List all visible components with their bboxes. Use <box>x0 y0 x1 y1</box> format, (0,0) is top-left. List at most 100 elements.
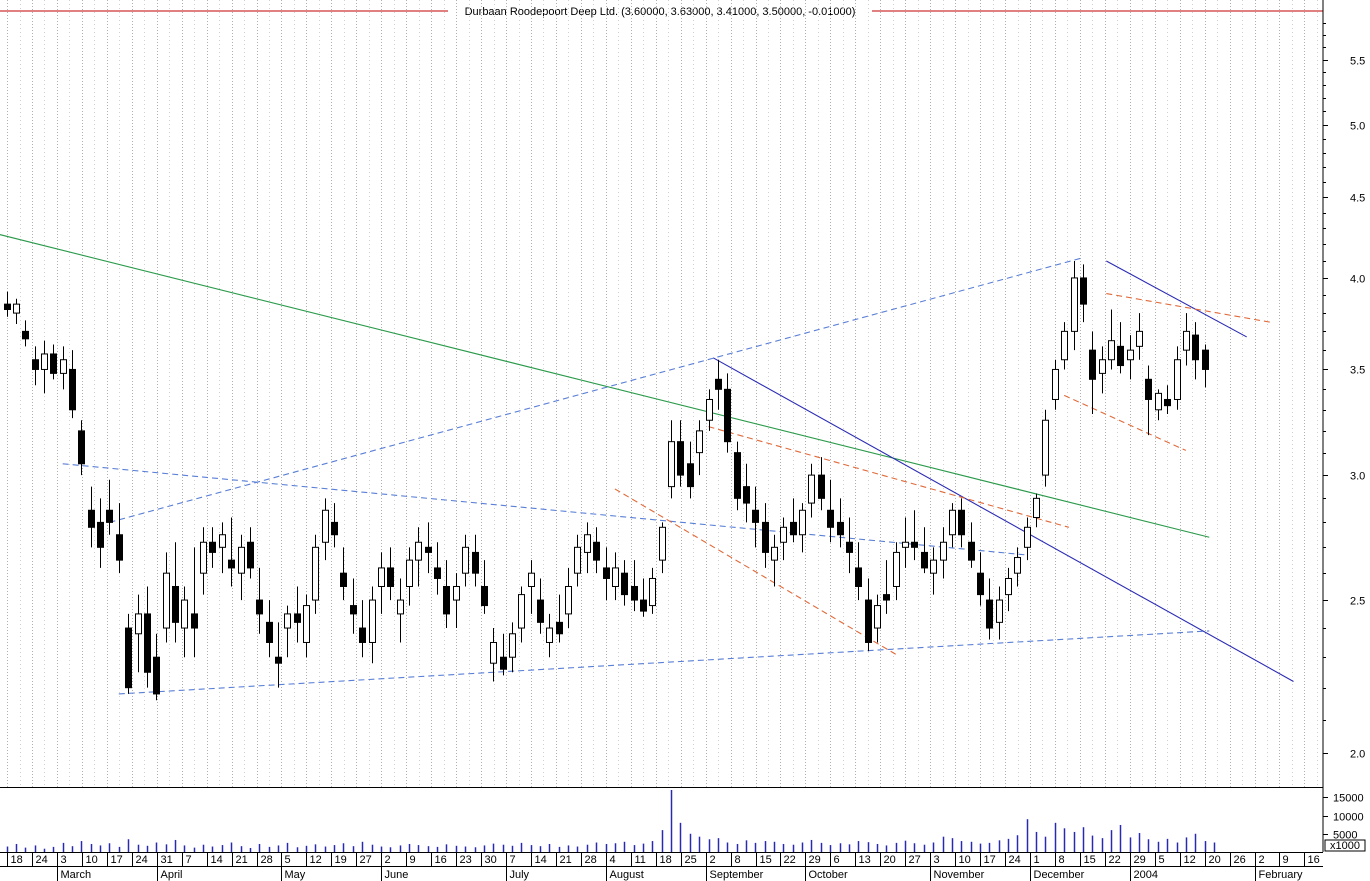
candle-body <box>1014 557 1021 574</box>
date-tick-label: 12 <box>1184 854 1196 866</box>
date-axis: 18 24 3 10 17 24 31 7 14 21 28 5 12 19 27 2 9 16 23 30 7 14 21… <box>7 852 1320 881</box>
candle-body <box>696 430 703 454</box>
date-tick-label: 20 <box>884 854 896 866</box>
candle-body <box>322 509 329 543</box>
candle-body <box>369 599 376 643</box>
date-tick-label: 2 <box>1259 854 1265 866</box>
volume-unit-label: x1000 <box>1330 840 1360 852</box>
price-tick-label: 2.0 <box>1350 749 1365 761</box>
date-tick-label: 5 <box>285 854 291 866</box>
date-tick-label: 12 <box>310 854 322 866</box>
candle-body <box>153 656 160 695</box>
date-tick-label: 20 <box>1209 854 1221 866</box>
volume-tick-label: 5000 <box>1333 830 1357 842</box>
candle-body <box>135 613 142 635</box>
candles-layer <box>4 261 1209 701</box>
candle-body <box>50 353 57 374</box>
date-tick-label: 26 <box>1234 854 1246 866</box>
candle-body <box>771 546 778 561</box>
trendline <box>62 463 1027 556</box>
candle-body <box>266 621 273 643</box>
candle-body <box>125 627 132 689</box>
candle-body <box>790 521 797 536</box>
candle-body <box>827 509 834 528</box>
candle-body <box>256 599 263 615</box>
candle-body <box>1155 392 1162 411</box>
trendline <box>1106 292 1271 323</box>
month-label: August <box>610 869 644 881</box>
candle-body <box>163 572 170 629</box>
trendline <box>708 426 1070 528</box>
candle-body <box>986 599 993 629</box>
date-tick-label: 17 <box>984 854 996 866</box>
candle-body <box>1117 345 1124 367</box>
date-tick-label: 3 <box>934 854 940 866</box>
candle-body <box>593 541 600 561</box>
date-tick-label: 14 <box>211 854 223 866</box>
date-tick-label: 9 <box>410 854 416 866</box>
candle-body <box>874 605 881 629</box>
candle-body <box>528 572 535 587</box>
candle-body <box>116 534 123 561</box>
volume-axis: 15000 10000 5000 <box>1323 793 1364 842</box>
date-tick-label: 3 <box>61 854 67 866</box>
candle-body <box>631 585 638 601</box>
candle-body <box>1136 330 1143 347</box>
volume-unit-box <box>1324 839 1366 852</box>
candle-body <box>200 541 207 574</box>
candle-body <box>808 474 815 504</box>
candle-body <box>649 577 656 607</box>
date-tick-label: 28 <box>585 854 597 866</box>
volume-tick-label: 15000 <box>1333 793 1364 805</box>
candle-body <box>106 509 113 523</box>
candle-body <box>275 656 282 664</box>
candle-body <box>490 641 497 664</box>
candle-body <box>1108 340 1115 361</box>
candle-body <box>462 546 469 574</box>
candle-body <box>378 567 385 587</box>
candle-body <box>1174 359 1181 400</box>
candle-body <box>397 599 404 615</box>
candle-body <box>247 541 254 569</box>
volume-layer <box>6 790 1216 852</box>
candle-body <box>996 599 1003 623</box>
date-tick-label: 27 <box>360 854 372 866</box>
candle-body <box>574 546 581 574</box>
date-tick-label: 17 <box>111 854 123 866</box>
trendlines-layer <box>0 234 1294 695</box>
date-tick-label: 29 <box>1134 854 1146 866</box>
candle-body <box>32 359 39 370</box>
date-tick-label: 24 <box>36 854 48 866</box>
price-tick-label: 4.0 <box>1350 274 1365 286</box>
date-tick-label: 8 <box>735 854 741 866</box>
candle-body <box>968 541 975 561</box>
candle-body <box>13 303 20 314</box>
month-label: February <box>1259 869 1304 881</box>
title-background <box>448 3 872 18</box>
date-tick-label: 2 <box>710 854 716 866</box>
candle-body <box>172 585 179 623</box>
candle-body <box>940 541 947 561</box>
trendline <box>712 357 1294 682</box>
candle-body <box>181 599 188 629</box>
candle-body <box>41 353 48 370</box>
date-tick-label: 19 <box>335 854 347 866</box>
candle-body <box>1183 330 1190 351</box>
candle-body <box>752 509 759 523</box>
candle-body <box>312 546 319 601</box>
candle-body <box>331 521 338 536</box>
candle-body <box>1042 419 1049 476</box>
candle-body <box>668 441 675 488</box>
date-tick-label: 8 <box>1059 854 1065 866</box>
month-label: December <box>1034 869 1085 881</box>
date-tick-label: 10 <box>86 854 98 866</box>
candle-body <box>500 656 507 670</box>
candle-body <box>415 541 422 561</box>
candle-body <box>425 546 432 553</box>
price-axis: 2.0 2.5 3.0 3.5 4.0 4.5 5.0 5.5 <box>1323 23 1365 761</box>
candle-body <box>724 388 731 443</box>
candle-body <box>472 551 479 574</box>
date-tick-label: 25 <box>685 854 697 866</box>
candle-body <box>1005 577 1012 596</box>
candle-body <box>1061 330 1068 361</box>
